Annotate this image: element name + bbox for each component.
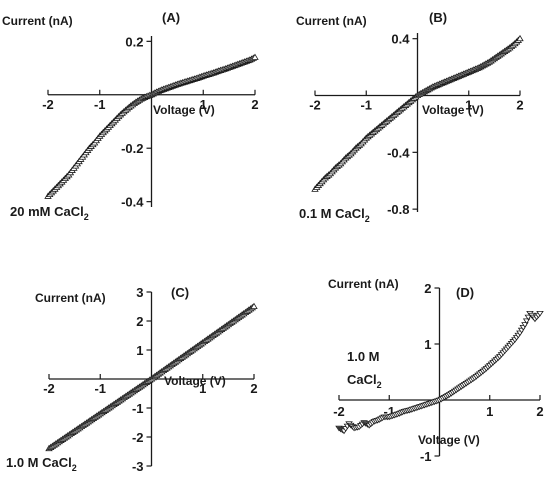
panel-d-y-tick-label: 2	[424, 281, 431, 296]
panel-a-x-tick-label: -2	[42, 97, 54, 112]
panel-b-x-tick-label: -1	[360, 98, 372, 113]
panel-c: Current (nA) (C) Voltage (V) 1.0 M CaCl2…	[6, 285, 258, 474]
panel-b-x-tick-label: 1	[465, 98, 472, 113]
panel-d-x-tick-label: 2	[536, 404, 543, 419]
panel-d-data-point	[536, 310, 544, 317]
panel-d-y-tick-label: -1	[420, 449, 432, 464]
panel-c-y-tick-label: 1	[136, 343, 143, 358]
panel-a-label: (A)	[162, 10, 180, 25]
panel-c-points	[45, 302, 258, 452]
panel-b-y-tick-label: -0.4	[387, 145, 410, 160]
panel-b-ylabel: Current (nA)	[296, 14, 367, 28]
panel-c-label: (C)	[171, 285, 189, 300]
panel-b-x-tick-label: -2	[309, 98, 321, 113]
panel-d-label: (D)	[456, 285, 474, 300]
panel-c-x-tick-label: 2	[250, 381, 257, 396]
panel-d-x-tick-label: -1	[383, 404, 395, 419]
panel-c-condition-label: 1.0 M CaCl2	[6, 455, 77, 473]
panel-a-x-tick-label: 2	[251, 97, 258, 112]
panel-b-data-point	[516, 34, 524, 42]
panel-d-points	[335, 310, 544, 435]
panel-d-condition-label: CaCl2	[347, 372, 382, 390]
panel-d-y-tick-label: 1	[424, 337, 431, 352]
panel-a-points	[44, 53, 259, 199]
panel-b-y-tick-label: 0.4	[391, 32, 410, 47]
panel-a-data-point	[251, 53, 259, 60]
panel-a: Current (nA) (A) Voltage (V) 20 mM CaCl2…	[2, 10, 259, 222]
panel-a-y-tick-label: -0.4	[121, 195, 144, 210]
panel-a-ylabel: Current (nA)	[2, 14, 73, 28]
panel-c-y-tick-label: -1	[132, 401, 144, 416]
panel-c-ylabel: Current (nA)	[35, 291, 106, 305]
panel-a-y-tick-label: 0.2	[125, 34, 143, 49]
panel-c-data-point	[250, 302, 258, 310]
panel-b: Current (nA) (B) Voltage (V) 0.1 M CaCl2…	[296, 10, 524, 224]
panel-a-x-tick-label: 1	[200, 97, 207, 112]
panel-b-y-tick-label: -0.8	[387, 202, 409, 217]
panel-d: Current (nA) (D) Voltage (V) 1.0 M CaCl2…	[328, 277, 544, 464]
panel-c-y-tick-label: -3	[132, 459, 144, 474]
panel-a-xlabel: Voltage (V)	[153, 103, 215, 117]
panel-b-x-tick-label: 2	[516, 98, 523, 113]
panel-d-x-tick-label: -2	[333, 404, 345, 419]
panel-b-label: (B)	[429, 10, 447, 25]
panel-d-xlabel: Voltage (V)	[418, 433, 480, 447]
panel-b-condition-label: 0.1 M CaCl2	[299, 206, 370, 224]
panel-c-x-tick-label: -1	[94, 381, 106, 396]
panel-c-xlabel: Voltage (V)	[164, 374, 226, 388]
panel-a-axes: -2 -1 1 2 0.2 -0.2 -0.4	[42, 34, 258, 209]
panel-a-x-tick-label: -1	[94, 97, 106, 112]
panel-c-y-tick-label: 2	[136, 314, 143, 329]
panel-a-condition-label: 20 mM CaCl2	[10, 204, 89, 222]
panel-c-y-tick-label: 3	[136, 285, 143, 300]
panel-d-axes: -2 -1 1 2 2 1 -1	[333, 281, 543, 464]
panel-b-points	[311, 34, 524, 192]
panel-c-axes: -2 -1 1 2 3 2 1 -1 -2 -3	[43, 285, 257, 474]
panel-a-y-tick-label: -0.2	[121, 141, 143, 156]
panel-d-ylabel: Current (nA)	[328, 277, 399, 291]
panel-c-x-tick-label: 1	[199, 381, 206, 396]
panel-c-y-tick-label: -2	[132, 430, 144, 445]
panel-c-x-tick-label: -2	[43, 381, 55, 396]
panel-b-xlabel: Voltage (V)	[422, 103, 484, 117]
panel-d-condition-line1: 1.0 M	[347, 349, 380, 364]
panel-d-x-tick-label: 1	[486, 404, 493, 419]
